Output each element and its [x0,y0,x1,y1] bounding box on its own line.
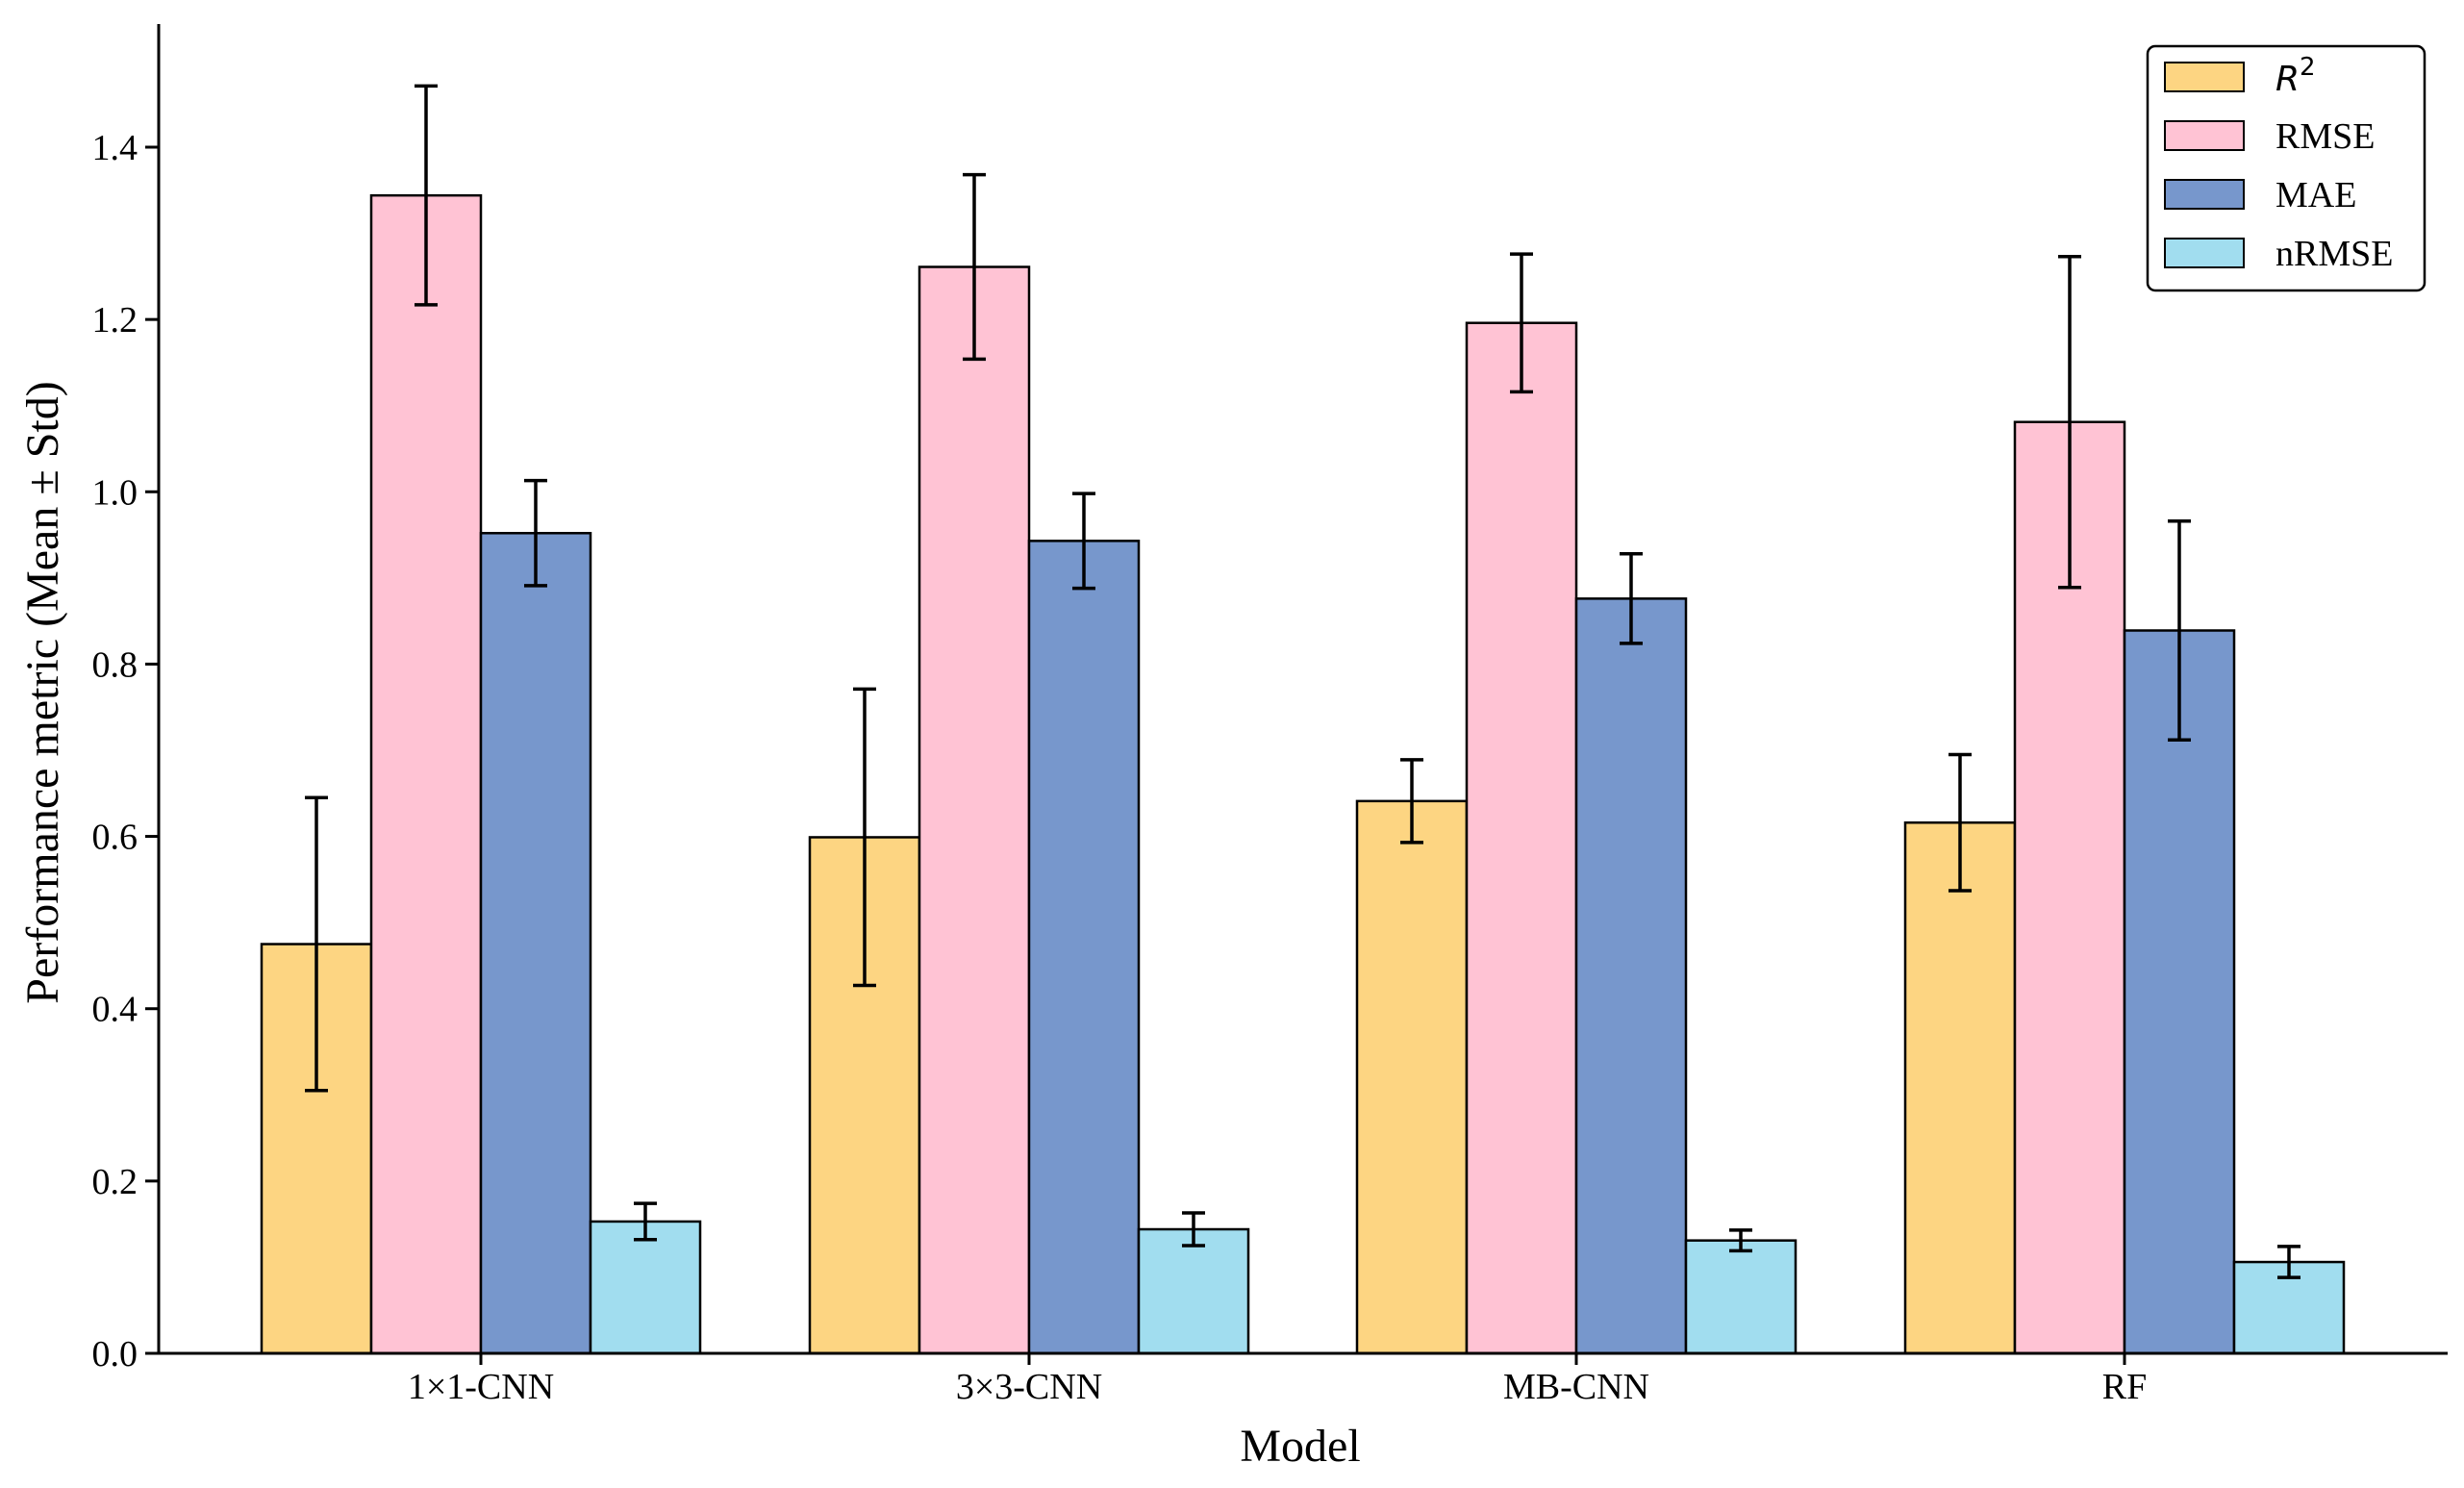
legend-swatch-r2 [2164,62,2245,92]
y-tick-label: 0.8 [92,644,138,685]
error-bar-rf-nrmse [2277,1245,2301,1279]
legend-swatch-nrmse [2164,238,2245,268]
legend-swatch-rmse [2164,120,2245,151]
y-tick-label: 0.0 [92,1334,138,1375]
error-bar-mb-cnn-rmse [1510,252,1533,394]
error-bar-rf-r [1949,752,1972,893]
legend-label-r2-main: R [2275,60,2300,99]
y-tick-label: 1.2 [92,300,138,340]
error-bar-mb-cnn-r [1400,758,1423,845]
error-bar-rf-rmse [2058,255,2081,590]
bar-1-1-cnn-rmse [369,193,483,1355]
bar-mb-cnn-mae [1574,597,1688,1355]
error-bar-rf-mae [2168,518,2191,743]
legend-label-mae: MAE [2275,175,2356,215]
bars-layer [260,193,2346,1355]
x-tick-label-rf: RF [2102,1367,2147,1407]
error-bar-3-3-cnn-rmse [963,172,986,362]
legend-label-r2: R2 [2275,53,2316,99]
y-tick-label: 0.2 [92,1162,138,1202]
legend-label-r2-sup: 2 [2300,53,2316,82]
error-bar-1-1-cnn-r [305,795,328,1093]
error-bar-3-3-cnn-nrmse [1182,1211,1205,1248]
bar-3-3-cnn-mae [1027,540,1141,1355]
y-tick-label: 0.4 [92,990,138,1030]
bar-3-3-cnn-rmse [918,265,1031,1355]
bar-mb-cnn-rmse [1465,321,1578,1355]
error-bars-layer [305,84,2301,1279]
y-axis-title: Performance metric (Mean ± Std) [17,381,68,1003]
error-bar-3-3-cnn-mae [1072,492,1095,591]
legend-label-nrmse: nRMSE [2275,234,2393,274]
bar-3-3-cnn-nrmse [1137,1227,1250,1355]
legend: R2 RMSE MAE nRMSE [2146,44,2426,292]
bar-rf-r [1903,820,2017,1355]
y-tick-label: 0.6 [92,818,138,858]
bar-1-1-cnn-mae [479,532,592,1355]
x-tick-label-mb-cnn: MB-CNN [1503,1367,1649,1407]
legend-swatch-mae [2164,179,2245,210]
y-tick-label: 1.4 [92,128,138,168]
ticks-layer: 0.0 0.2 0.4 0.6 0.8 1.0 1.2 1.4 1×1-CNN 3×3-CNN MB… [92,128,2148,1407]
x-axis-title: Model [1240,1421,1360,1472]
error-bar-1-1-cnn-mae [524,478,547,588]
error-bar-1-1-cnn-nrmse [634,1201,657,1242]
x-tick-label-3-3-cnn: 3×3-CNN [956,1367,1102,1407]
error-bar-mb-cnn-mae [1620,552,1643,645]
legend-frame [2146,44,2426,292]
error-bar-mb-cnn-nrmse [1729,1228,1752,1253]
error-bar-3-3-cnn-r [853,687,876,988]
y-tick-label: 1.0 [92,472,138,513]
bar-mb-cnn-nrmse [1684,1239,1798,1355]
bar-mb-cnn-r [1355,799,1469,1355]
bar-rf-mae [2123,629,2236,1355]
x-tick-label-1-1-cnn: 1×1-CNN [408,1367,554,1407]
axes-layer [157,24,2448,1355]
legend-label-rmse: RMSE [2275,116,2375,157]
error-bar-1-1-cnn-rmse [415,84,438,307]
